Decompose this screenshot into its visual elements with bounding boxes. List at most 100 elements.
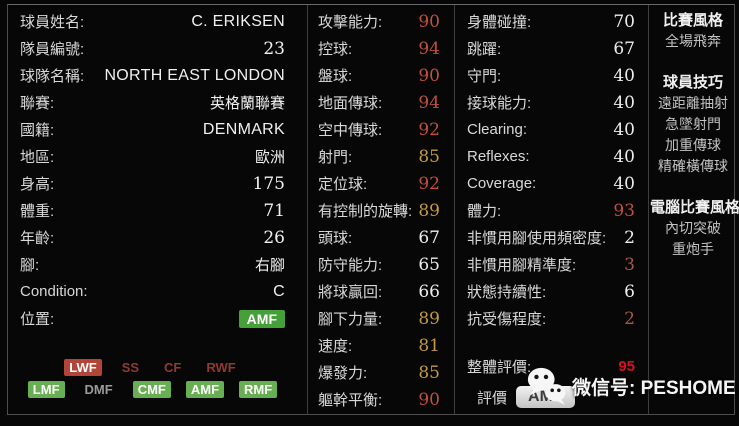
position-grid-row-midfield: LMF DMF CMF AMF RMF	[20, 380, 285, 399]
stat-value: 89	[418, 200, 440, 221]
stat-value: C. ERIKSEN	[191, 12, 285, 30]
position-grid-badge: LMF	[27, 381, 65, 398]
stat-label: 年齡:	[20, 230, 55, 247]
stat-label: 隊員編號:	[20, 41, 85, 58]
stat-value: 90	[418, 389, 440, 410]
physical-stats-column: 身體碰撞: 70 跳躍: 67 守門: 40 接球能力: 40 Clearing: 40 Refle…	[467, 8, 635, 332]
stat-value: 歐洲	[254, 149, 285, 166]
info-row: 隊員編號: 23	[20, 35, 285, 62]
stat-label: 非慣用腳精準度:	[467, 257, 577, 274]
stat-label: 腳下力量:	[318, 311, 383, 328]
stat-value: 40	[613, 92, 635, 113]
stat-value: 94	[418, 38, 440, 59]
info-row: 地區: 歐洲	[20, 143, 285, 170]
info-row: 球隊名稱: NORTH EAST LONDON	[20, 62, 285, 89]
stat-value: 40	[613, 65, 635, 86]
stat-label: 守門:	[467, 68, 502, 85]
stat-value: C	[273, 282, 285, 300]
stat-value: 70	[613, 11, 635, 32]
stat-label: 攻擊能力:	[318, 14, 383, 31]
stat-row: Clearing: 40	[467, 116, 635, 143]
stat-row: 體力: 93	[467, 197, 635, 224]
stat-value: DENMARK	[202, 120, 285, 138]
stat-label: 位置:	[20, 311, 55, 328]
player-info-column: 球員姓名: C. ERIKSEN 隊員編號: 23 球隊名稱: NORTH EAST LO…	[20, 8, 285, 332]
stat-label: 將球贏回:	[318, 284, 383, 301]
stat-label: 球隊名稱:	[20, 68, 85, 85]
stat-label: 非慣用腳使用頻密度:	[467, 230, 607, 247]
stat-label: 爆發力:	[318, 365, 368, 382]
overall-rating-label: 整體評價:	[467, 358, 532, 376]
overall-rating-value: 95	[618, 357, 635, 375]
stat-value: 66	[418, 281, 440, 302]
position-grid-row-forward: LWF SS CF RWF	[20, 358, 285, 377]
position-grid-badge: DMF	[84, 382, 113, 397]
stat-row: 爆發力: 85	[318, 359, 440, 386]
stat-value: 23	[263, 38, 285, 59]
column-divider	[454, 5, 455, 414]
info-row: 球員姓名: C. ERIKSEN	[20, 8, 285, 35]
stat-value: 40	[613, 146, 635, 167]
position-grid-badge: AMF	[185, 381, 225, 398]
stat-row: 軀幹平衡: 90	[318, 386, 440, 413]
stat-label: 體力:	[467, 203, 502, 220]
stat-label: 有控制的旋轉:	[318, 203, 413, 220]
stat-value: 85	[418, 362, 440, 383]
style-section: 電腦比賽風格 內切突破 重炮手	[650, 197, 739, 260]
stat-label: 腳:	[20, 257, 40, 274]
stat-row: 射門: 85	[318, 143, 440, 170]
position-grid: LWF SS CF RWF LMF DMF CMF AMF RMF	[20, 358, 285, 402]
panel-frame	[7, 4, 735, 415]
stat-row: 非慣用腳精準度: 3	[467, 251, 635, 278]
info-row: 腳: 右腳	[20, 251, 285, 278]
stat-value: 40	[613, 119, 635, 140]
stat-label: Clearing:	[467, 121, 528, 138]
stat-value: 90	[418, 11, 440, 32]
info-row: 年齡: 26	[20, 224, 285, 251]
stat-label: 身體碰撞:	[467, 14, 532, 31]
style-section-item: 精確橫傳球	[658, 158, 728, 174]
play-style-column: 比賽風格 全場飛奔 球員技巧 遠距離抽射 急墜射門 加重傳球 精確橫傳球 電腦比賽風格 內切突破…	[650, 10, 739, 260]
stat-row: 空中傳球: 92	[318, 116, 440, 143]
stat-row: 腳下力量: 89	[318, 305, 440, 332]
style-section-item: 急墜射門	[665, 116, 721, 132]
stat-row: 定位球: 92	[318, 170, 440, 197]
stat-value: 92	[418, 173, 440, 194]
column-divider	[648, 5, 649, 414]
stat-label: 跳躍:	[467, 41, 502, 58]
stat-row: 跳躍: 67	[467, 35, 635, 62]
stat-value: 81	[418, 335, 440, 356]
stat-value: 85	[418, 146, 440, 167]
stat-row: 控球: 94	[318, 35, 440, 62]
stat-label: 接球能力:	[467, 95, 532, 112]
info-row: 體重: 71	[20, 197, 285, 224]
info-row: 國籍: DENMARK	[20, 116, 285, 143]
stat-value: 65	[418, 254, 440, 275]
position-grid-badge: CF	[164, 360, 182, 375]
stat-value: 2	[624, 227, 635, 248]
stat-value: 2	[624, 308, 635, 329]
stat-row: 抗受傷程度: 2	[467, 305, 635, 332]
stat-label: 定位球:	[318, 176, 368, 193]
stat-row: 接球能力: 40	[467, 89, 635, 116]
stat-label: 身高:	[20, 176, 55, 193]
stat-row: 防守能力: 65	[318, 251, 440, 278]
stat-row: Coverage: 40	[467, 170, 635, 197]
style-section-title: 電腦比賽風格	[650, 199, 739, 216]
stat-value: 93	[613, 200, 635, 221]
style-section-item: 加重傳球	[665, 137, 721, 153]
position-grid-badge: CMF	[132, 381, 171, 398]
stat-label: Condition:	[20, 283, 88, 300]
stat-value: 26	[263, 227, 285, 248]
wechat-icon	[527, 367, 566, 406]
stat-label: 防守能力:	[318, 257, 383, 274]
stat-row: 地面傳球: 94	[318, 89, 440, 116]
stat-row: 將球贏回: 66	[318, 278, 440, 305]
stat-row: 身體碰撞: 70	[467, 8, 635, 35]
style-section: 比賽風格 全場飛奔	[650, 10, 736, 52]
stat-value: 6	[624, 281, 635, 302]
style-section-title: 比賽風格	[662, 12, 723, 29]
stat-row: 盤球: 90	[318, 62, 440, 89]
stat-value: 71	[263, 200, 285, 221]
attack-stats-column: 攻擊能力: 90 控球: 94 盤球: 90 地面傳球: 94 空中傳球: 92 射門: 85 定位球:…	[318, 8, 440, 413]
